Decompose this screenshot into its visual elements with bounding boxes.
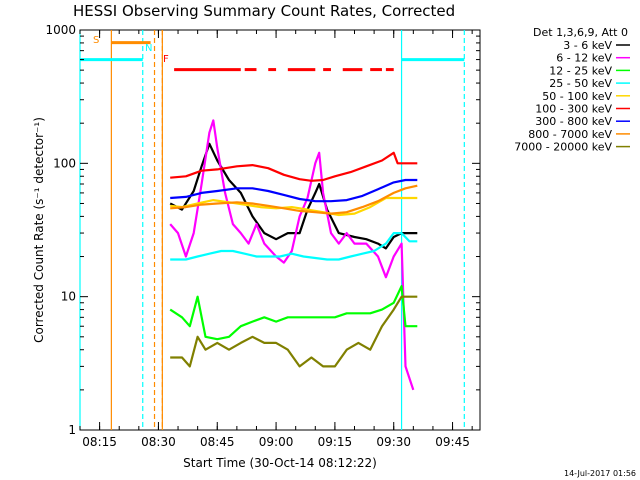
- annotation-layer: S NF: [79, 30, 465, 430]
- x-tick-label-5: 09:30: [376, 435, 411, 449]
- x-axis-label: Start Time (30-Oct-14 08:12:22): [183, 456, 377, 470]
- plot-border: [79, 29, 481, 431]
- legend-header: Det 1,3,6,9, Att 0: [533, 26, 628, 39]
- series-line-8: [170, 295, 418, 368]
- series-line-5: [170, 151, 418, 182]
- date-stamp: 14-Jul-2017 01:56: [564, 469, 636, 478]
- x-tick-label-0: 08:15: [82, 435, 117, 449]
- series-line-2: [169, 285, 418, 341]
- x-tick-label-1: 08:30: [141, 435, 176, 449]
- saa-label: S: [93, 35, 99, 46]
- legend-label-5: 100 - 300 keV: [535, 103, 612, 116]
- series-line-1: [169, 119, 415, 391]
- series-line-6: [170, 178, 418, 203]
- series-line-4: [170, 196, 418, 217]
- legend-label-4: 50 - 100 keV: [542, 90, 612, 103]
- legend-label-8: 7000 - 20000 keV: [514, 141, 612, 154]
- y-tick-label-1: 10: [61, 290, 76, 304]
- y-tick-label-2: 100: [53, 156, 76, 170]
- x-tick-label-6: 09:45: [435, 435, 470, 449]
- y-tick-label-0: 1: [68, 423, 76, 437]
- series-layer: [169, 119, 418, 391]
- legend-label-7: 800 - 7000 keV: [528, 128, 612, 141]
- legend-label-6: 300 - 800 keV: [535, 115, 612, 128]
- axis-layer: 1 10 100 1000 08:15 08:30 08:45 09:00 09:15 09:30…: [45, 23, 480, 449]
- plot-frame: [79, 29, 481, 431]
- series-line-3: [170, 232, 418, 261]
- y-axis-label: Corrected Count Rate (s⁻¹ detector⁻¹): [32, 117, 46, 343]
- x-tick-label-4: 09:15: [318, 435, 353, 449]
- series-line-0: [169, 142, 418, 250]
- series-line-7: [170, 184, 418, 215]
- legend-label-1: 6 - 12 keV: [556, 52, 612, 65]
- x-tick-label-2: 08:45: [200, 435, 235, 449]
- legend-label-2: 12 - 25 keV: [549, 64, 612, 77]
- legend-label-3: 25 - 50 keV: [549, 77, 612, 90]
- x-tick-label-3: 09:00: [259, 435, 294, 449]
- y-tick-label-3: 1000: [45, 23, 76, 37]
- legend-label-0: 3 - 6 keV: [563, 39, 612, 52]
- night-label: N: [145, 43, 152, 54]
- flare-label: F: [163, 54, 169, 65]
- chart-title: HESSI Observing Summary Count Rates, Cor…: [73, 2, 455, 20]
